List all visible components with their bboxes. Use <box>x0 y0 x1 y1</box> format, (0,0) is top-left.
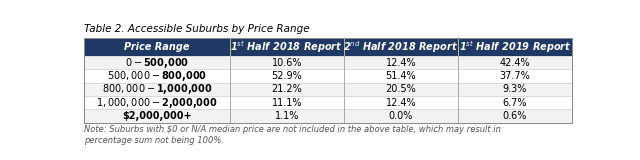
Text: 1$^{st}$ Half 2018 Report: 1$^{st}$ Half 2018 Report <box>230 39 343 55</box>
Text: 11.1%: 11.1% <box>271 98 302 108</box>
Text: 12.4%: 12.4% <box>385 58 416 68</box>
Text: 1$^{st}$ Half 2019 Report: 1$^{st}$ Half 2019 Report <box>459 39 572 55</box>
Text: 20.5%: 20.5% <box>385 84 416 94</box>
Text: 12.4%: 12.4% <box>385 98 416 108</box>
Text: 37.7%: 37.7% <box>500 71 531 81</box>
Text: Table 2. Accessible Suburbs by Price Range: Table 2. Accessible Suburbs by Price Ran… <box>84 24 310 34</box>
Text: 21.2%: 21.2% <box>271 84 302 94</box>
Text: 6.7%: 6.7% <box>502 98 527 108</box>
Text: 2$^{nd}$ Half 2018 Report: 2$^{nd}$ Half 2018 Report <box>343 39 458 55</box>
Text: 9.3%: 9.3% <box>503 84 527 94</box>
Text: 10.6%: 10.6% <box>271 58 302 68</box>
Text: 1.1%: 1.1% <box>275 111 299 121</box>
Text: 0.0%: 0.0% <box>388 111 413 121</box>
Text: 42.4%: 42.4% <box>500 58 531 68</box>
Text: 51.4%: 51.4% <box>385 71 416 81</box>
Text: $800,000-$1,000,000: $800,000-$1,000,000 <box>102 82 212 96</box>
Text: Note: Suburbs with $0 or N/A median price are not included in the above table, w: Note: Suburbs with $0 or N/A median pric… <box>84 125 501 144</box>
Text: 52.9%: 52.9% <box>271 71 302 81</box>
Text: Price Range: Price Range <box>124 42 189 52</box>
Text: $0-$500,000: $0-$500,000 <box>125 56 189 70</box>
Text: $2,000,000+: $2,000,000+ <box>122 111 191 121</box>
Text: $500,000-$800,000: $500,000-$800,000 <box>107 69 207 83</box>
Text: $1,000,000-$2,000,000: $1,000,000-$2,000,000 <box>96 96 218 110</box>
Text: 0.6%: 0.6% <box>503 111 527 121</box>
